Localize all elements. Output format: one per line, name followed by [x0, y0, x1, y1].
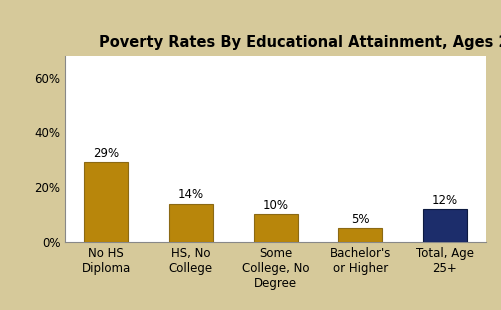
- Bar: [84, 162, 128, 242]
- Text: 5%: 5%: [351, 213, 369, 226]
- Text: 12%: 12%: [432, 194, 458, 207]
- Text: 29%: 29%: [93, 147, 119, 160]
- Bar: [254, 215, 298, 242]
- Bar: [338, 228, 382, 242]
- Text: Poverty Rates By Educational Attainment, Ages 25+, 2014: Poverty Rates By Educational Attainment,…: [99, 35, 501, 51]
- Text: 14%: 14%: [178, 188, 204, 201]
- Text: 10%: 10%: [263, 199, 289, 212]
- Bar: [169, 203, 213, 242]
- Bar: [423, 209, 467, 242]
